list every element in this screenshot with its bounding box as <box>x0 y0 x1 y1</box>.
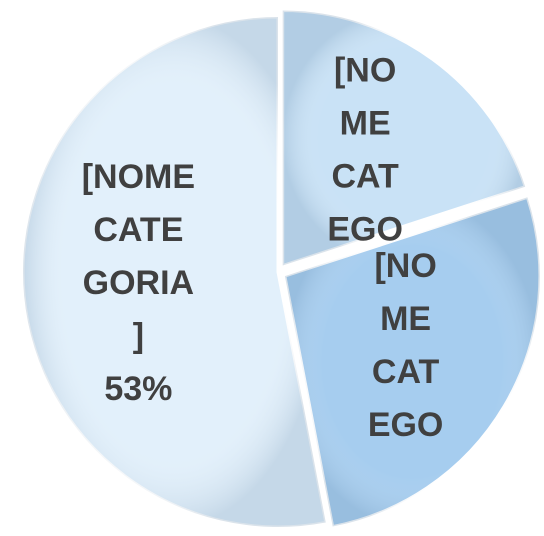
label-line: GORIA <box>83 264 194 302</box>
data-label: [NO ME CAT EGO <box>327 52 403 249</box>
label-line: ] <box>133 317 144 355</box>
label-line: EGO <box>368 406 444 444</box>
label-line: EGO <box>327 211 403 249</box>
data-label: [NO ME CAT EGO <box>368 247 444 444</box>
label-line: [NOME <box>82 158 195 196</box>
label-line: CAT <box>372 353 440 391</box>
label-line: ME <box>380 300 431 338</box>
label-line: ME <box>340 105 391 143</box>
label-line: [NO <box>374 247 436 285</box>
data-label: [NOME CATE GORIA] 53% <box>82 158 195 408</box>
label-line: CATE <box>93 211 183 249</box>
label-line: CAT <box>331 158 399 196</box>
label-line: [NO <box>334 52 396 90</box>
label-line: 53% <box>104 370 172 408</box>
